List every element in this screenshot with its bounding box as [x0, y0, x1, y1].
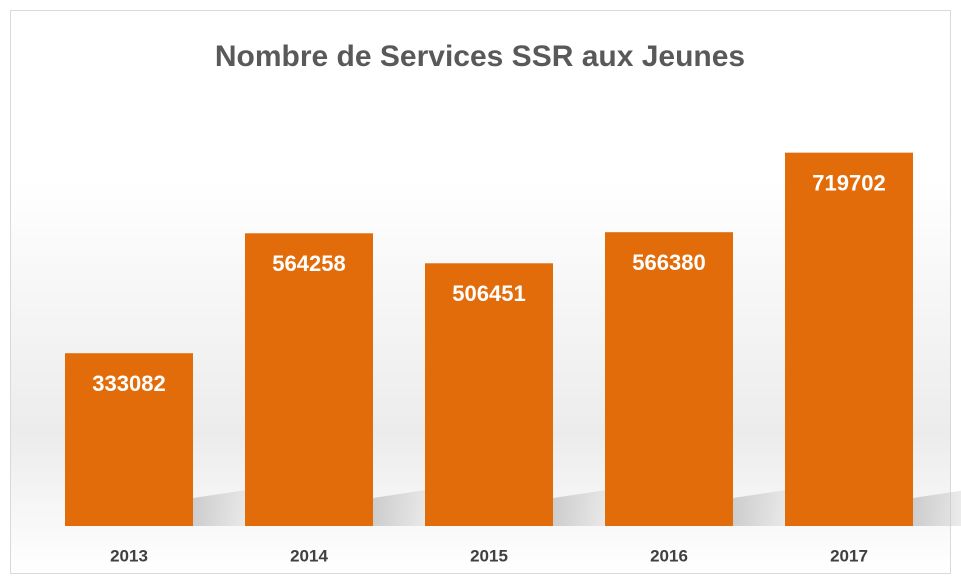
bar	[245, 233, 373, 526]
x-tick-label: 2015	[470, 546, 508, 565]
x-tick-label: 2016	[650, 546, 688, 565]
value-label: 566380	[632, 250, 705, 275]
x-tick-label: 2013	[110, 546, 148, 565]
chart-title: Nombre de Services SSR aux Jeunes	[215, 40, 745, 73]
value-label: 333082	[92, 371, 165, 396]
x-tick-label: 2017	[830, 546, 868, 565]
value-label: 564258	[272, 251, 345, 276]
bar	[605, 232, 733, 526]
bar	[425, 263, 553, 526]
value-label: 506451	[452, 281, 525, 306]
x-tick-label: 2014	[290, 546, 328, 565]
value-label: 719702	[812, 170, 885, 195]
bar-shadow	[913, 490, 961, 526]
bar	[65, 353, 193, 526]
bar	[785, 152, 913, 526]
